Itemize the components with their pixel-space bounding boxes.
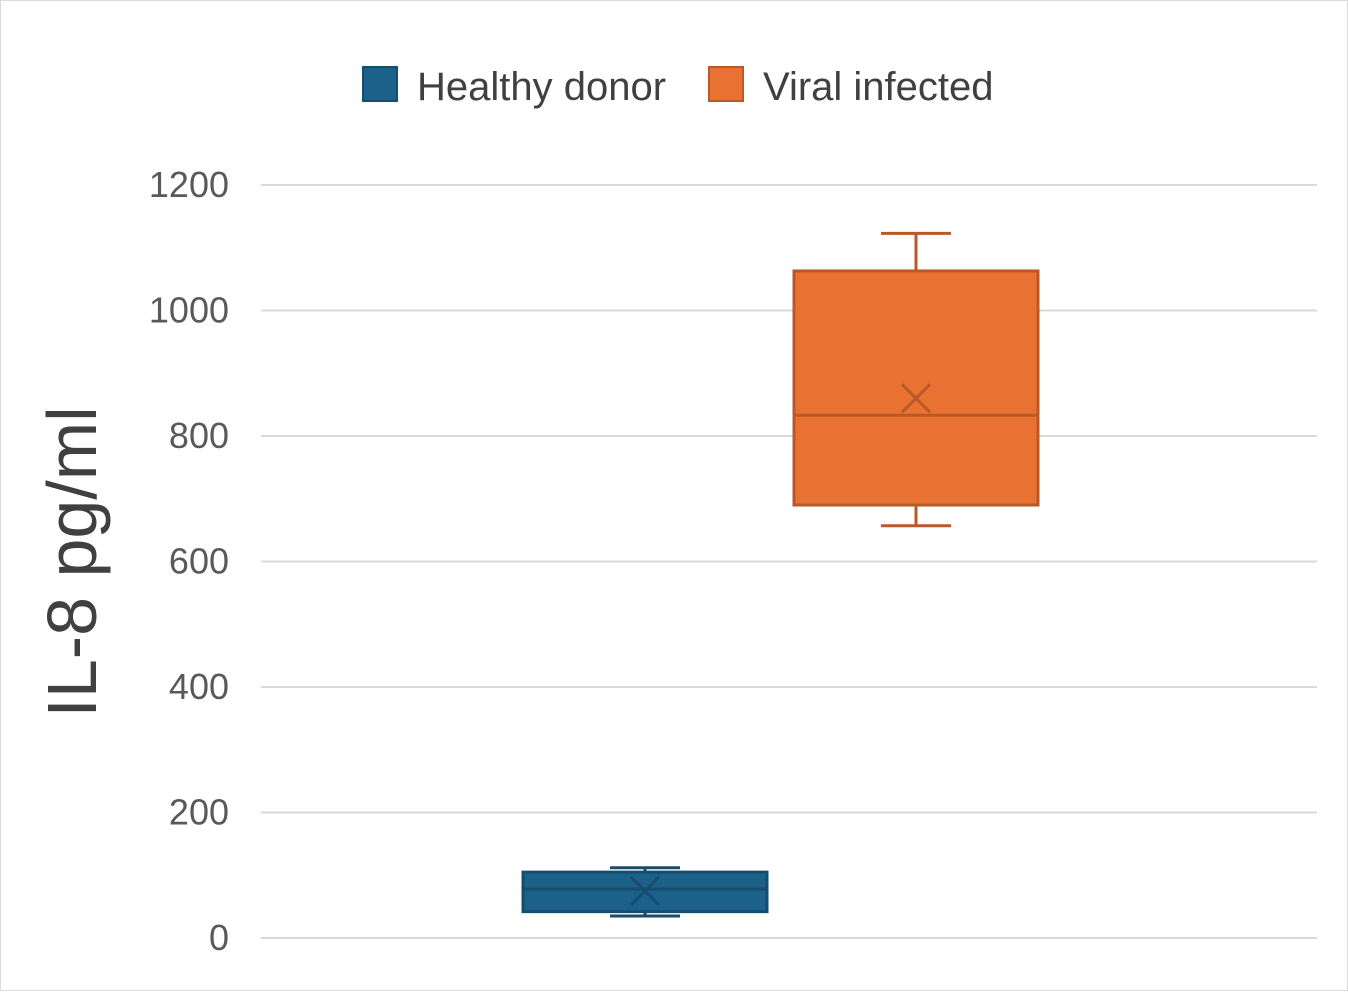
- legend-label-1: Healthy donor: [417, 65, 666, 109]
- y-tick-label-800: 800: [169, 415, 229, 456]
- y-axis-label: IL-8 pg/ml: [33, 406, 111, 717]
- y-tick-label-600: 600: [169, 541, 229, 582]
- y-tick-label-400: 400: [169, 666, 229, 707]
- y-tick-label-1000: 1000: [149, 290, 229, 331]
- y-tick-label-0: 0: [209, 917, 229, 958]
- gridlines: [261, 184, 1317, 939]
- legend: Healthy donor Viral infected: [362, 65, 994, 109]
- iqr-box: [792, 269, 1040, 507]
- box-viral-infected: [792, 231, 1040, 528]
- mean-marker-b: [900, 383, 932, 414]
- y-axis-ticks: 0 200 400 600 800 1000 1200: [149, 164, 229, 958]
- boxes: [521, 231, 1040, 918]
- legend-label-2: Viral infected: [763, 65, 994, 109]
- y-tick-label-1200: 1200: [149, 164, 229, 205]
- box-healthy-donor: [521, 866, 769, 918]
- mean-marker-b: [629, 875, 661, 906]
- legend-swatch-1: [362, 66, 398, 102]
- legend-swatch-2: [708, 66, 744, 102]
- y-tick-label-200: 200: [169, 792, 229, 833]
